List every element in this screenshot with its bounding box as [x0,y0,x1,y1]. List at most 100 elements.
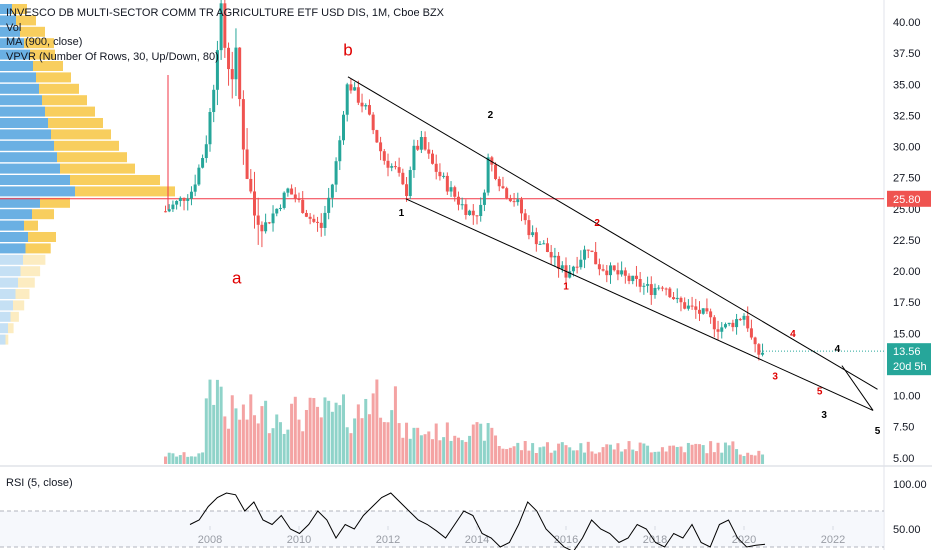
candle-body [215,50,219,90]
volume-bar [382,422,386,464]
wave-label: 3 [821,410,827,421]
vpvr-down-bar [40,197,70,208]
candle-body [401,172,405,185]
wave-label: 4 [835,344,841,355]
rsi-study-label[interactable]: RSI (5, close) [6,477,73,489]
vpvr-up-bar [0,300,13,311]
vpvr-up-bar [0,72,36,83]
candle-body [278,207,282,209]
candle-body [753,337,757,345]
study-ma[interactable]: MA (900, close) [6,36,83,48]
vpvr-up-bar [0,26,20,37]
price-tick-label: 15.00 [893,328,921,340]
wave-label: b [343,41,352,60]
volume-bar [701,445,705,464]
volume-bar [212,404,216,464]
wave-label: 1 [563,282,569,293]
candle-body [557,255,561,269]
candle-body [686,305,690,309]
volume-bar [512,446,516,464]
vpvr-up-bar [0,95,42,106]
volume-bar [204,398,208,464]
rsi-tick-label: 100.00 [893,479,927,491]
volume-bar [497,446,501,464]
volume-bar [293,396,297,464]
vpvr-up-bar [0,209,32,220]
study-vpvr[interactable]: VPVR (Number Of Rows, 30, Up/Down, 80) [6,50,219,63]
trendline[interactable] [405,198,874,411]
volume-bar [534,452,538,464]
candle-body [649,284,653,296]
candle-body [453,187,457,197]
volume-bar [308,397,312,464]
candle-body [319,222,323,228]
last-price-label: 13.56 [893,346,921,358]
volume-bar [586,441,590,464]
candle-body [494,164,498,180]
volume-bar [178,455,182,464]
volume-bar [564,445,568,464]
vpvr-down-bar [54,140,119,151]
volume-bar [312,398,316,464]
vpvr-down-bar [39,83,79,94]
vpvr-down-bar [23,254,46,265]
candle-body [382,151,386,161]
candle-body [338,140,342,162]
trendline[interactable] [347,76,878,390]
volume-bar [189,456,193,464]
vpvr-down-bar [48,118,103,128]
price-level-label-bg [887,190,931,207]
candle-body [468,210,472,215]
candle-body [367,105,371,115]
candle-body [449,187,453,192]
volume-bar [727,445,731,464]
study-vol[interactable]: Vol [6,21,22,34]
volume-bar [486,423,490,464]
vpvr-down-bar [42,95,87,106]
candle-body [527,220,531,236]
candle-body [586,249,590,251]
candle-body [330,184,334,198]
volume-bar [371,393,375,464]
candle-body [601,269,605,271]
candle-body [464,204,468,215]
candle-body [675,297,679,300]
volume-bar [575,450,579,464]
volume-bar [698,444,701,464]
candle-body [234,47,238,80]
candle-body [623,270,627,276]
volume-bar [538,447,542,464]
candle-body [672,297,676,300]
candle-body [727,322,731,325]
price-tick-label: 7.50 [893,422,914,434]
candle-body [731,322,735,328]
vpvr-up-bar [0,106,45,117]
vpvr-up-bar [0,197,40,208]
countdown-label: 20d 5h [893,361,927,373]
wave-label: 5 [875,426,881,437]
volume-bar [523,441,527,464]
volume-bar [527,450,531,464]
volume-bar [401,437,405,464]
candle-body [375,130,379,143]
volume-bar [609,444,612,464]
candle-body [405,184,409,197]
trendline[interactable] [841,365,874,411]
vpvr-up-bar [0,243,26,254]
volume-bar [201,452,205,464]
candle-body [175,200,179,205]
vpvr-up-bar [0,232,28,242]
volume-bar [215,379,219,464]
chart-title: INVESCO DB MULTI-SECTOR COMM TR AGRICULT… [6,7,445,19]
volume-bar [230,395,234,464]
vpvr-down-bar [20,266,41,277]
vpvr-down-bar [33,61,63,71]
volume-bar [434,423,438,464]
candle-body [594,251,598,265]
candle-body [412,145,416,171]
vpvr-down-bar [18,277,35,288]
candle-body [182,197,186,201]
volume-bar [720,452,724,464]
